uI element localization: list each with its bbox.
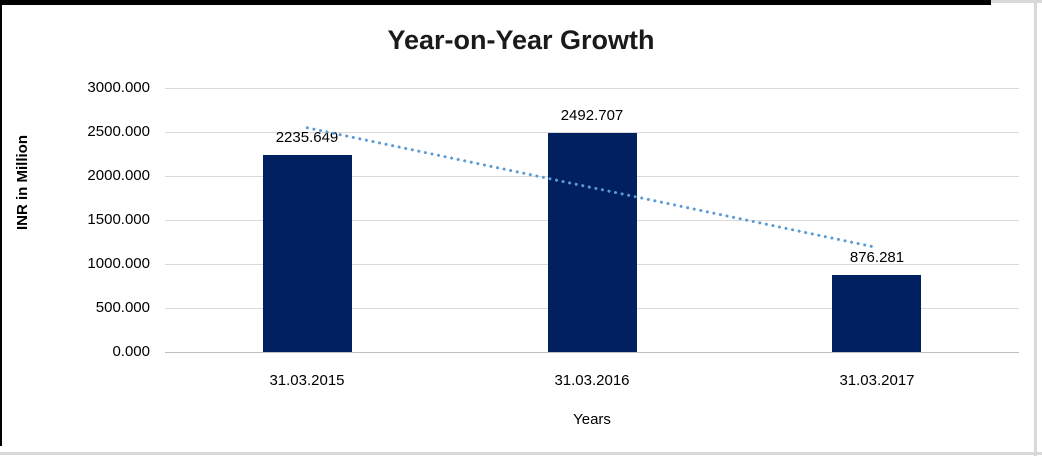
y-tick-label: 1500.000 (87, 211, 150, 228)
y-tick-label: 2500.000 (87, 123, 150, 140)
y-tick-label: 3000.000 (87, 79, 150, 96)
bar (548, 133, 637, 352)
bar (263, 155, 352, 352)
right-border (1034, 0, 1037, 456)
bottom-border (0, 452, 1042, 455)
left-border (0, 0, 2, 446)
bar-value-label: 876.281 (849, 249, 905, 266)
bar-value-label: 2235.649 (275, 129, 339, 146)
x-tick-label: 31.03.2016 (554, 372, 630, 389)
y-tick-label: 0.000 (112, 343, 150, 360)
bar (832, 275, 921, 352)
y-tick-label: 2000.000 (87, 167, 150, 184)
top-border (0, 0, 991, 5)
x-tick-label: 31.03.2015 (269, 372, 345, 389)
x-axis-title: Years (573, 411, 611, 428)
bar-value-label: 2492.707 (560, 107, 624, 124)
y-tick-label: 1000.000 (87, 255, 150, 272)
gridline (165, 352, 1019, 353)
x-tick-label: 31.03.2017 (839, 372, 915, 389)
y-tick-label: 500.000 (95, 299, 150, 316)
gridline (165, 88, 1019, 89)
top-border-right-segment (991, 0, 1042, 3)
chart-title: Year-on-Year Growth (387, 25, 655, 55)
